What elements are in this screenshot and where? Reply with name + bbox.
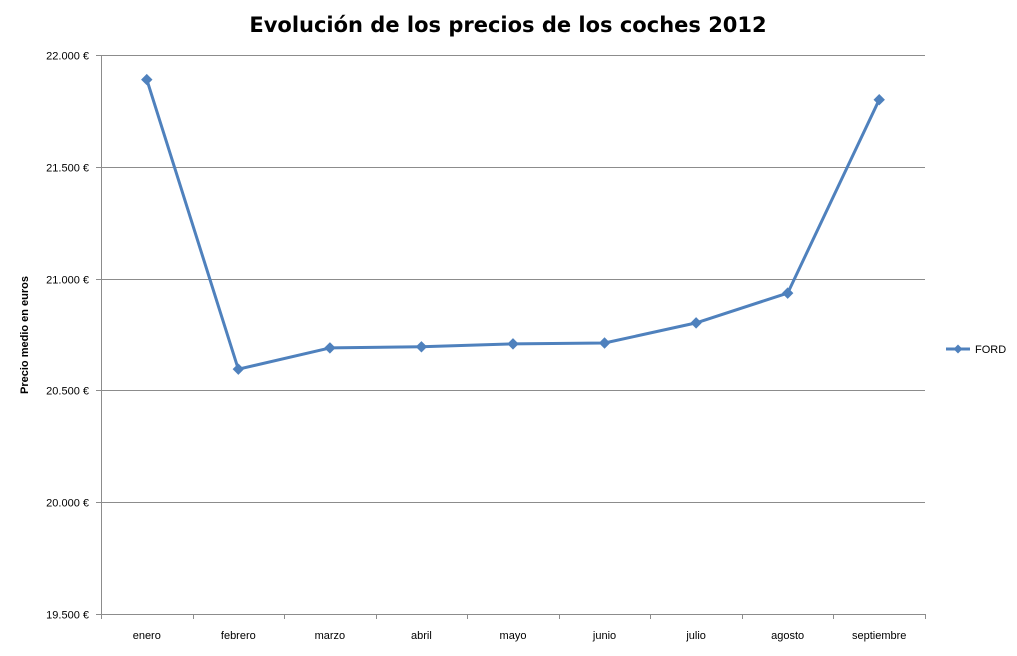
data-point [415, 341, 428, 353]
data-point [324, 342, 336, 354]
gridlines [101, 55, 925, 503]
series-line-ford [145, 78, 881, 371]
y-tick-label: 21.500 € [46, 163, 89, 175]
y-tick-label: 20.500 € [46, 386, 89, 398]
data-point [141, 73, 153, 86]
x-tick-label: septiembre [852, 630, 906, 642]
x-tick-label: enero [133, 630, 161, 642]
y-tick-label: 22.000 € [46, 51, 89, 63]
data-markers [141, 73, 885, 375]
x-tick-label: marzo [315, 630, 346, 642]
y-axis-title: Precio medio en euros [19, 276, 31, 394]
data-point [232, 363, 245, 375]
data-point [873, 94, 885, 106]
legend: FORD [946, 344, 1006, 356]
x-tick-label: julio [685, 630, 706, 642]
x-axis-tick-labels: enero febrero marzo abril mayo junio julio agos… [133, 630, 907, 642]
series-lines [145, 78, 881, 371]
x-tick-label: febrero [221, 630, 256, 642]
x-tick-label: mayo [500, 630, 527, 642]
y-tick-label: 19.500 € [46, 610, 89, 622]
data-point [507, 338, 519, 350]
y-tick-label: 20.000 € [46, 498, 89, 510]
y-axis-tick-labels: 19.500 € 20.000 € 20.500 € 21.000 € 21.500 €… [46, 51, 89, 622]
y-tick-label: 21.000 € [46, 275, 89, 287]
chart-title: Evolución de los precios de los coches 2… [249, 13, 766, 37]
data-point [598, 337, 611, 349]
data-point [690, 317, 702, 329]
legend-label: FORD [975, 344, 1006, 356]
x-tick-label: agosto [771, 630, 804, 642]
axes [96, 55, 926, 619]
x-tick-label: abril [411, 630, 432, 642]
data-point [781, 287, 794, 299]
legend-marker [953, 344, 963, 354]
x-tick-label: junio [592, 630, 616, 642]
